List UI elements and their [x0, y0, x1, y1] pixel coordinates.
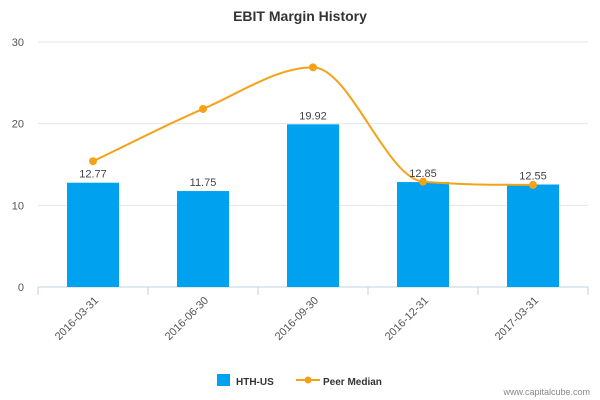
x-tick-label: 2016-09-30	[273, 295, 321, 343]
peer-median-marker[interactable]	[199, 104, 207, 113]
y-tick-label: 10	[12, 200, 24, 212]
line-series	[89, 63, 537, 189]
y-axis: 0 10 20 30	[12, 37, 24, 294]
x-tick-label: 2017-03-31	[493, 295, 541, 343]
x-axis: 2016-03-31 2016-06-30 2016-09-30 2016-12-31…	[37, 287, 589, 343]
peer-median-marker[interactable]	[419, 177, 427, 186]
bar-value-label: 19.92	[299, 110, 327, 122]
bar[interactable]	[507, 184, 559, 287]
data-labels: 12.77 11.75 19.92 12.85 12.55	[79, 110, 547, 189]
bar-value-label: 12.77	[79, 169, 107, 181]
chart-title: EBIT Margin History	[233, 8, 367, 24]
bar[interactable]	[177, 191, 229, 287]
bar[interactable]	[397, 182, 449, 287]
x-tick-label: 2016-12-31	[383, 295, 431, 343]
bar-value-label: 12.85	[409, 168, 437, 180]
bar-value-label: 11.75	[190, 177, 217, 189]
credit-text: www.capitalcube.com	[502, 387, 590, 397]
legend-item-bar[interactable]: HTH-US	[217, 374, 274, 388]
y-tick-label: 0	[18, 282, 24, 294]
legend-label-bar: HTH-US	[236, 377, 274, 388]
legend-item-line[interactable]: Peer Median	[296, 376, 382, 389]
legend: HTH-US Peer Median	[217, 374, 382, 388]
legend-label-line: Peer Median	[323, 377, 382, 388]
bar[interactable]	[67, 182, 119, 287]
legend-swatch-bar	[217, 374, 230, 386]
bar-value-label: 12.55	[519, 171, 547, 183]
y-tick-label: 20	[12, 119, 24, 131]
peer-median-marker[interactable]	[89, 157, 97, 166]
y-tick-label: 30	[12, 37, 24, 49]
legend-swatch-marker	[304, 376, 312, 384]
bar[interactable]	[287, 124, 339, 287]
x-tick-label: 2016-03-31	[53, 295, 101, 343]
bar-series	[67, 124, 559, 287]
peer-median-marker[interactable]	[309, 63, 317, 72]
x-tick-label: 2016-06-30	[163, 295, 211, 343]
peer-median-marker[interactable]	[529, 180, 537, 189]
